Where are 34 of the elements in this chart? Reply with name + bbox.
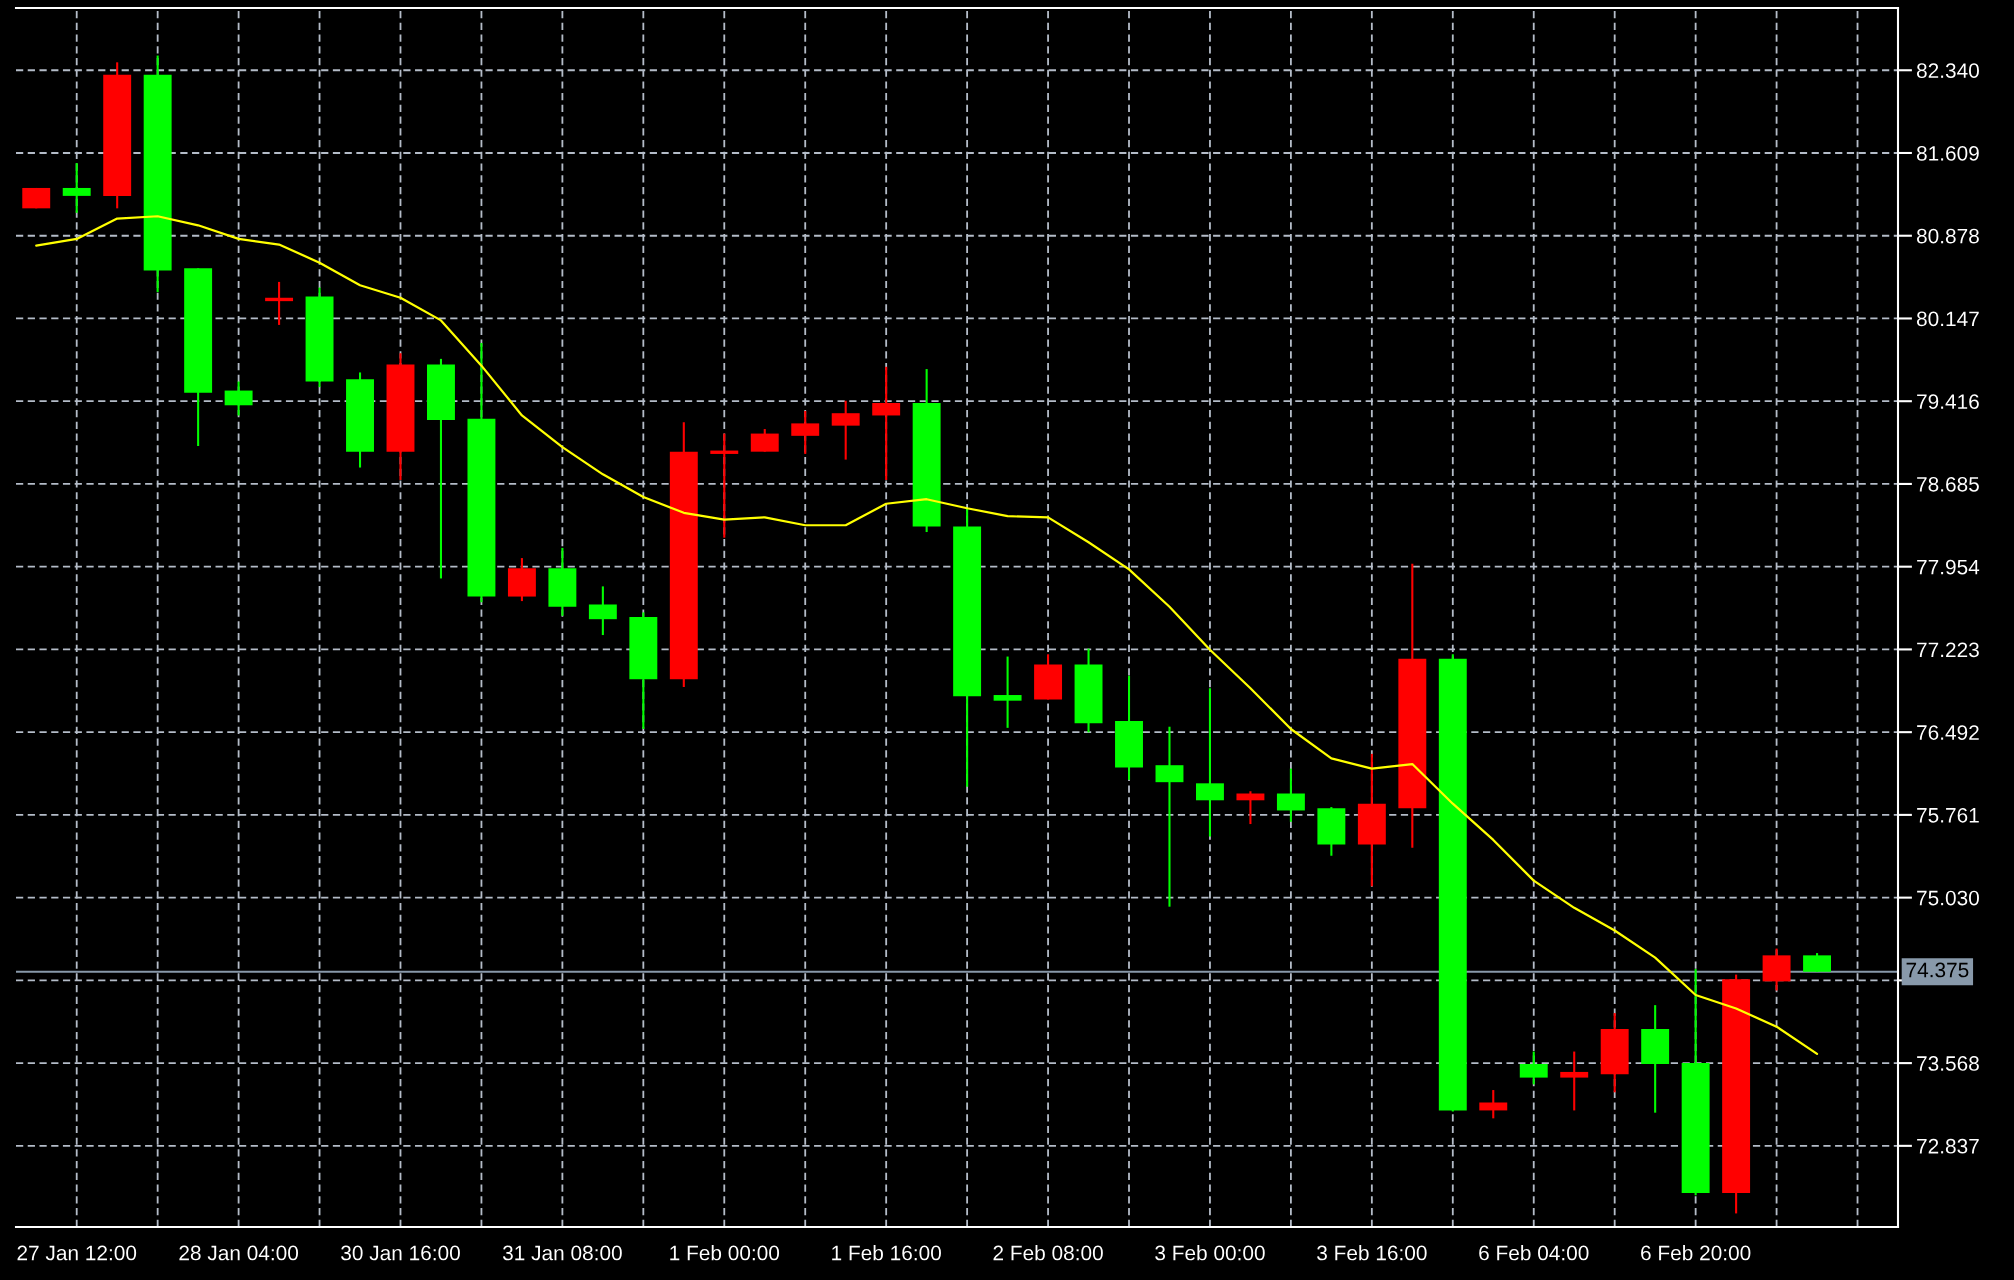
ref-line-label: 74.375 [1906, 962, 1969, 978]
line-series [35, 215, 1819, 1055]
y-tick-label: 82.340 [1916, 63, 1979, 79]
y-tick-label: 79.416 [1917, 394, 1979, 409]
candlestick [1479, 1089, 1508, 1120]
candlestick [1195, 687, 1224, 838]
x-tick-label: 3 Feb 16:00 [1317, 1245, 1427, 1261]
y-tick-label: 76.492 [1917, 725, 1979, 740]
x-tick-label: 1 Feb 16:00 [832, 1245, 941, 1261]
x-tick-label: 3 Feb 00:00 [1155, 1245, 1265, 1261]
candlestick [1155, 725, 1184, 908]
candlestick [62, 162, 91, 214]
y-tick-label: 78.685 [1917, 476, 1979, 492]
y-tick-label: 77.954 [1917, 559, 1980, 575]
y-tick-label: 72.837 [1917, 1138, 1979, 1154]
x-tick-label: 27 Jan 12:00 [17, 1245, 137, 1261]
candlestick [1560, 1050, 1589, 1112]
x-tick-label: 1 Feb 00:00 [670, 1245, 780, 1261]
x-tick-label: 31 Jan 08:00 [502, 1245, 622, 1261]
candlestick [831, 399, 860, 461]
candlestick [872, 365, 901, 482]
y-tick-label: 75.030 [1917, 890, 1979, 906]
y-tick-label: 77.223 [1917, 642, 1979, 658]
y-tick-label: 80.878 [1916, 228, 1979, 244]
candlestick [993, 655, 1022, 729]
y-tick-label: 73.568 [1917, 1056, 1979, 1071]
y-tick-label: 75.761 [1917, 807, 1979, 823]
x-tick-label: 30 Jan 16:00 [341, 1245, 460, 1261]
y-tick-label: 80.147 [1916, 311, 1979, 327]
x-tick-label: 6 Feb 20:00 [1641, 1245, 1751, 1261]
x-tick-label: 6 Feb 04:00 [1479, 1245, 1589, 1261]
y-tick-label: 81.609 [1916, 145, 1979, 161]
x-tick-label: 28 Jan 04:00 [179, 1245, 299, 1261]
x-tick-label: 2 Feb 08:00 [993, 1245, 1103, 1261]
